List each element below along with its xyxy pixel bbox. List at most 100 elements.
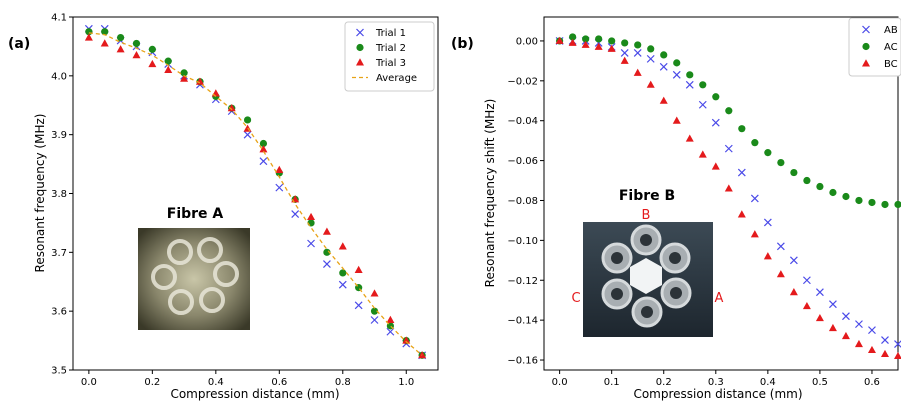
y-tick-label-a: 3.5 (51, 366, 67, 377)
data-point-ac (647, 45, 654, 52)
data-point-ab (738, 169, 745, 176)
inset-fibre-a: Fibre A (138, 206, 250, 330)
data-point-ac (764, 149, 771, 156)
data-point-trial-3 (148, 60, 156, 67)
data-point-ab (881, 337, 888, 344)
data-point-ac (790, 169, 797, 176)
data-point-bc (621, 57, 629, 64)
data-point-trial-3 (323, 228, 331, 235)
x-tick-label-a: 0.2 (144, 377, 160, 388)
data-point-bc (803, 302, 811, 309)
x-tick-label-b: 0.0 (552, 377, 568, 388)
data-point-ac (634, 41, 641, 48)
data-point-bc (894, 352, 901, 359)
data-point-ac (608, 37, 615, 44)
data-point-ab (855, 321, 862, 328)
data-point-bc (686, 134, 694, 141)
data-point-ac (842, 193, 849, 200)
data-point-bc (699, 150, 707, 157)
data-point-bc (608, 45, 616, 52)
data-point-bc (790, 288, 798, 295)
data-point-trial-3 (307, 213, 315, 220)
legend-label-trial-2: Trial 2 (375, 43, 406, 54)
legend-label-ac: AC (884, 42, 898, 53)
legend-label-ab: AB (884, 25, 898, 36)
y-tick-label-a: 3.9 (51, 130, 67, 141)
y-tick-label-b: 0.00 (516, 36, 538, 47)
data-point-bc (725, 184, 733, 191)
data-point-ab (699, 101, 706, 108)
inset-label-c: C (571, 291, 580, 306)
data-point-bc (855, 340, 863, 347)
data-point-ab (634, 49, 641, 56)
data-point-ab (621, 49, 628, 56)
y-axis-label-a: Resonant frequency (MHz) (33, 114, 47, 273)
legend-label-trial-1: Trial 1 (375, 28, 406, 39)
data-point-ac (712, 93, 719, 100)
data-point-bc (660, 97, 668, 104)
data-point-ac (803, 177, 810, 184)
data-point-ab (816, 289, 823, 296)
y-tick-label-b: −0.04 (507, 116, 538, 127)
data-point-bc (569, 39, 577, 46)
inset-title-b: Fibre B (619, 188, 675, 204)
inset-fibre-b: Fibre B B C A (571, 188, 723, 337)
data-point-trial-3 (339, 242, 347, 249)
data-point-bc (764, 252, 772, 259)
data-point-ac (751, 139, 758, 146)
data-point-bc (868, 346, 876, 353)
data-point-trial-2 (244, 116, 251, 123)
data-point-trial-3 (117, 45, 125, 52)
data-point-trial-2 (339, 269, 346, 276)
data-point-ab (751, 195, 758, 202)
data-point-ac (868, 199, 875, 206)
y-tick-label-a: 3.6 (51, 307, 67, 318)
legend-swatch-ac (862, 43, 869, 50)
data-point-ac (816, 183, 823, 190)
data-point-ab (647, 55, 654, 62)
data-point-ab (764, 219, 771, 226)
data-point-ab (790, 257, 797, 264)
data-point-trial-1 (244, 131, 251, 138)
data-point-bc (777, 270, 785, 277)
data-point-ac (673, 59, 680, 66)
legend-b: AB AC BC (849, 18, 901, 76)
data-point-ac (660, 51, 667, 58)
y-tick-label-b: −0.08 (507, 196, 538, 207)
inset-label-a: A (715, 291, 724, 306)
data-point-ac (894, 201, 901, 208)
data-point-ac (699, 81, 706, 88)
data-point-trial-1 (292, 211, 299, 218)
inset-label-b: B (642, 208, 651, 223)
y-tick-label-b: −0.10 (507, 236, 538, 247)
data-point-trial-1 (276, 184, 283, 191)
data-point-trial-3 (132, 51, 140, 58)
data-point-ac (738, 125, 745, 132)
panel-label-b: (b) (451, 36, 474, 52)
y-tick-label-b: −0.16 (507, 356, 538, 367)
data-point-ab (725, 145, 732, 152)
data-point-bc (751, 230, 759, 237)
data-point-trial-1 (260, 158, 267, 165)
legend-swatch-trial-2 (356, 44, 363, 51)
data-point-bc (829, 324, 837, 331)
data-point-trial-3 (212, 89, 220, 96)
y-tick-label-b: −0.02 (507, 76, 538, 87)
data-point-ac (686, 71, 693, 78)
data-point-trial-1 (355, 302, 362, 309)
data-point-trial-2 (117, 34, 124, 41)
y-tick-label-b: −0.14 (507, 316, 538, 327)
data-point-ac (777, 159, 784, 166)
data-point-bc (673, 117, 681, 124)
data-point-ab (712, 119, 719, 126)
data-point-trial-1 (371, 316, 378, 323)
legend-a: Trial 1 Trial 2 Trial 3 Average (345, 22, 434, 91)
data-point-bc (816, 314, 824, 321)
data-point-ac (595, 35, 602, 42)
data-point-trial-2 (133, 40, 140, 47)
x-tick-label-a: 1.0 (398, 377, 414, 388)
x-axis-label-a: Compression distance (mm) (170, 387, 339, 401)
data-point-ab (842, 313, 849, 320)
